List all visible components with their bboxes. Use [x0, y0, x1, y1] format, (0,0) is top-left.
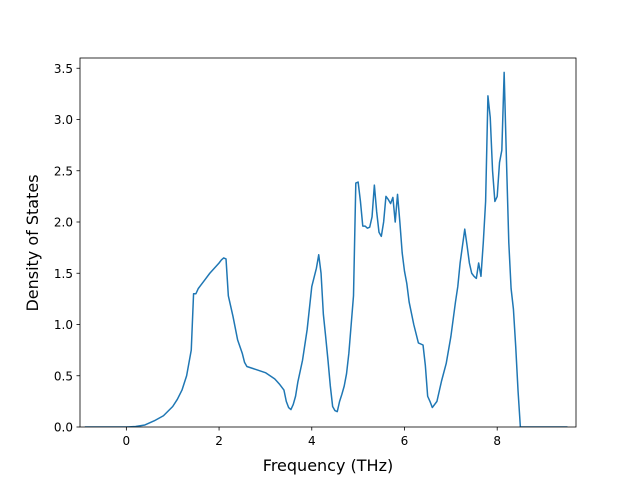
x-tick-label: 8	[493, 434, 501, 448]
y-tick-label: 1.0	[54, 318, 73, 332]
y-tick-label: 3.5	[54, 62, 73, 76]
x-tick-label: 0	[123, 434, 131, 448]
y-tick-label: 2.5	[54, 164, 73, 178]
y-tick-label: 0.0	[54, 421, 73, 435]
axes-frame	[79, 57, 577, 428]
series-line-0	[84, 71, 568, 427]
axis-ticks: 0 2 4 6 8 0.0 0.5 1.0 1.5 2.0 2.5 3.0 3.5	[54, 62, 501, 448]
x-tick-label: 6	[401, 434, 409, 448]
plot-area	[79, 57, 577, 428]
y-tick-label: 2.0	[54, 216, 73, 230]
x-tick-label: 4	[308, 434, 316, 448]
x-axis-label: Frequency (THz)	[263, 456, 393, 475]
y-axis-label: Density of States	[23, 174, 42, 311]
y-tick-label: 3.0	[54, 113, 73, 127]
y-tick-label: 0.5	[54, 369, 73, 383]
y-tick-label: 1.5	[54, 267, 73, 281]
x-tick-label: 2	[215, 434, 223, 448]
